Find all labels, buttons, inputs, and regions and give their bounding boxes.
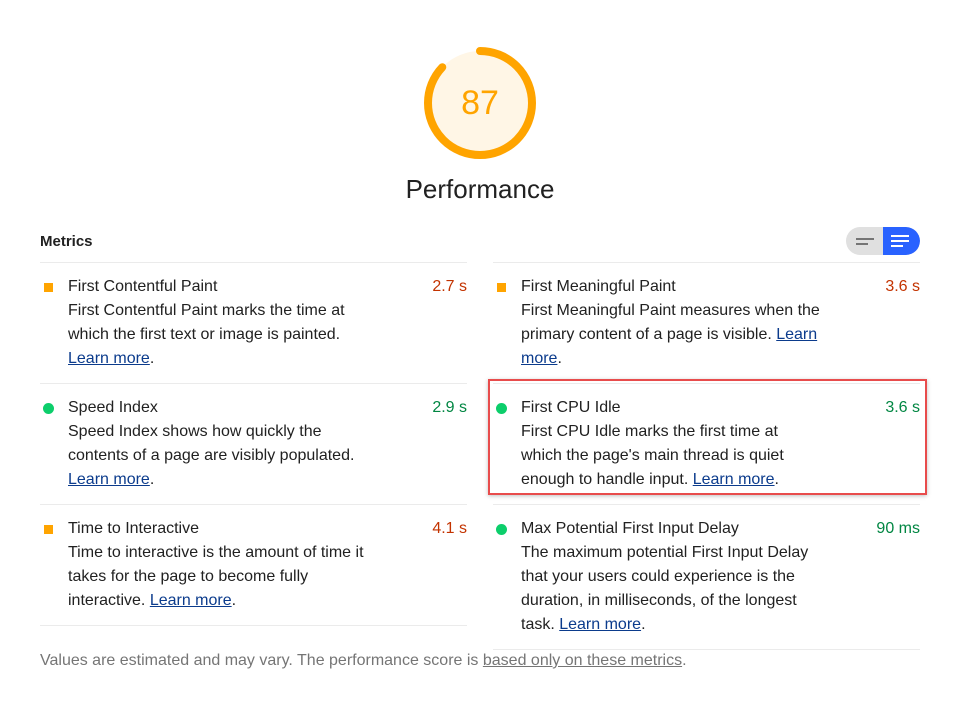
- view-toggle[interactable]: [846, 227, 920, 255]
- metric-description: First CPU Idle marks the first time at w…: [521, 423, 784, 488]
- metric-first-cpu-idle: First CPU Idle 3.6 s First CPU Idle mark…: [493, 384, 920, 505]
- metric-description: Time to interactive is the amount of tim…: [68, 544, 364, 609]
- average-square-icon: [44, 525, 53, 534]
- metric-description: First Meaningful Paint measures when the…: [521, 302, 820, 367]
- learn-more-link[interactable]: Learn more: [521, 326, 818, 367]
- metric-description: The maximum potential First Input Delay …: [521, 544, 809, 633]
- learn-more-link[interactable]: Learn more: [149, 592, 232, 609]
- metric-description: First Contentful Paint marks the time at…: [68, 302, 345, 367]
- metric-name: Speed Index: [68, 399, 158, 416]
- metric-name: Time to Interactive: [68, 520, 200, 537]
- pass-circle-icon: [43, 403, 54, 414]
- metric-speed-index: Speed Index 2.9 s Speed Index shows how …: [40, 384, 467, 505]
- average-square-icon: [44, 283, 53, 292]
- gauge-arc: [424, 47, 536, 159]
- metric-description: Speed Index shows how quickly the conten…: [68, 423, 355, 488]
- metric-value: 2.9 s: [432, 399, 467, 416]
- score-gauge: [424, 47, 536, 159]
- metric-value: 4.1 s: [432, 520, 467, 537]
- list-view-button[interactable]: [883, 227, 920, 255]
- metric-max-potential-first-input-delay: Max Potential First Input Delay 90 ms Th…: [493, 505, 920, 650]
- learn-more-link[interactable]: Learn more: [692, 471, 775, 488]
- metrics-link[interactable]: based only on these metrics: [482, 652, 683, 669]
- performance-score: 87: [461, 84, 499, 122]
- metric-value: 3.6 s: [885, 399, 920, 416]
- metric-name: Max Potential First Input Delay: [521, 520, 739, 537]
- metric-time-to-interactive: Time to Interactive 4.1 s Time to intera…: [40, 505, 467, 626]
- metrics-column-right: First Meaningful Paint 3.6 s First Meani…: [493, 262, 920, 650]
- metrics-column-left: First Contentful Paint 2.7 s First Conte…: [40, 262, 467, 626]
- gauge-background: [428, 51, 532, 155]
- metrics-heading: Metrics: [40, 233, 93, 250]
- metric-first-contentful-paint: First Contentful Paint 2.7 s First Conte…: [40, 263, 467, 384]
- category-title: Performance: [405, 174, 555, 204]
- metric-name: First CPU Idle: [521, 399, 621, 416]
- metric-value: 2.7 s: [432, 278, 467, 295]
- learn-more-link[interactable]: Learn more: [559, 616, 642, 633]
- footer-note: Values are estimated and may vary. The p…: [40, 652, 687, 669]
- learn-more-link[interactable]: Learn more: [68, 471, 150, 488]
- metric-first-meaningful-paint: First Meaningful Paint 3.6 s First Meani…: [493, 263, 920, 384]
- short-lines-icon: [855, 237, 874, 245]
- pass-circle-icon: [496, 524, 507, 535]
- metric-value: 3.6 s: [885, 278, 920, 295]
- opportunities-view-button[interactable]: [846, 227, 883, 255]
- pass-circle-icon: [496, 403, 507, 414]
- learn-more-link[interactable]: Learn more: [68, 350, 150, 367]
- metric-name: First Meaningful Paint: [521, 278, 676, 295]
- metric-name: First Contentful Paint: [68, 278, 218, 295]
- metric-value: 90 ms: [876, 520, 920, 537]
- average-square-icon: [497, 283, 506, 292]
- highlight-box: [488, 379, 927, 495]
